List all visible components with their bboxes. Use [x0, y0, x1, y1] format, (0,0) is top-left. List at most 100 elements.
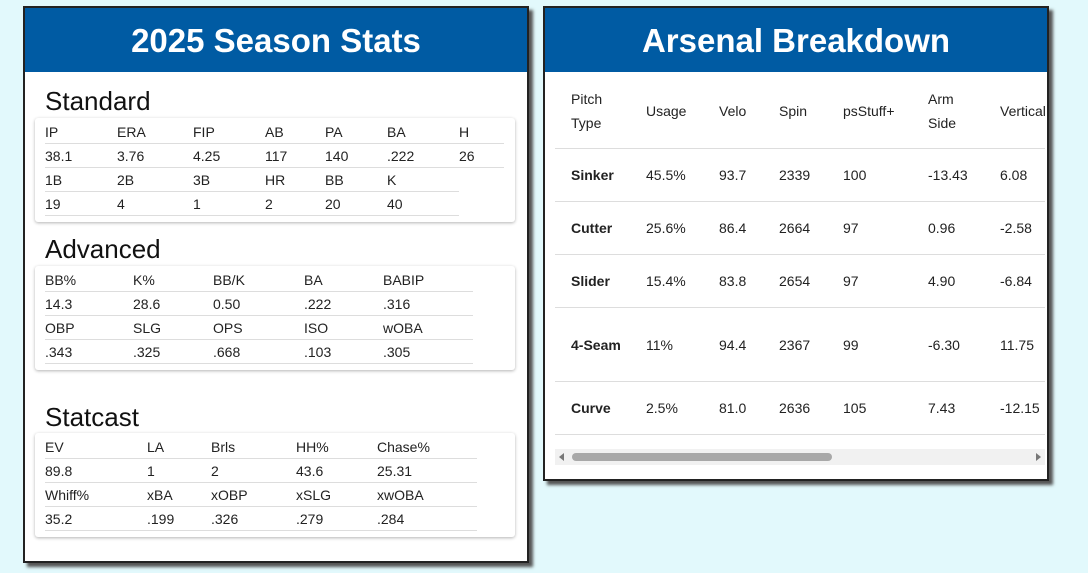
label-row: IP ERA FIP AB PA BA H [45, 120, 504, 144]
column-header: Velo [703, 74, 763, 149]
stat-value: 25.31 [377, 462, 413, 479]
stat-value: 4 [117, 195, 125, 212]
stat-value: 28.6 [133, 295, 161, 312]
stat-value: 43.6 [296, 462, 324, 479]
section-title: Statcast [45, 402, 139, 432]
stat-value: 2 [211, 462, 219, 479]
stat-label: K% [133, 271, 155, 288]
arsenal-table: Pitch Type Usage Velo Spin psStuff+ Arm Side V… [555, 74, 1045, 435]
value-row: 89.8 1 2 43.6 25.31 [45, 459, 477, 483]
stat-value: .316 [383, 295, 411, 312]
value-row: 35.2 .199 .326 .279 .284 [45, 507, 477, 531]
stat-label: xOBP [211, 486, 248, 503]
stat-label: BA [387, 123, 406, 140]
section-title: Advanced [45, 234, 161, 264]
stat-label: BB% [45, 271, 77, 288]
stat-value: 40 [387, 195, 403, 212]
stat-label: K [387, 171, 397, 188]
stat-value: .325 [133, 343, 161, 360]
stats-box: IP ERA FIP AB PA BA H 38.1 3.76 4.25 117 140.222 26 1… [35, 118, 515, 222]
stat-value: .284 [377, 510, 405, 527]
stats-box: EV LA Brls HH% Chase% 89.8 1 2 43.6 25.31 Whiff% xB… [35, 433, 515, 537]
column-header: Usage [630, 74, 703, 149]
stat-value: 117 [265, 147, 288, 164]
stat-label: EV [45, 438, 64, 455]
pitch-stat: 2654 [763, 254, 827, 308]
value-row: 14.3 28.6 0.50 .222 .316 [45, 292, 473, 316]
stat-label: Chase% [377, 438, 430, 455]
table-scroll: Pitch Type Usage Velo Spin psStuff+ Arm Side V… [555, 74, 1045, 449]
label-row: BB% K% BB/K BA BABIP [45, 268, 473, 292]
stats-box: BB% K% BB/K BA BABIP 14.3 28.6 0.50 .222 .316 OBP S… [35, 266, 515, 370]
column-header: Pitch Type [555, 74, 630, 149]
season-stats-panel: 2025 Season Stats Standard IP ERA FIP AB PA BA… [23, 6, 529, 563]
stat-label: AB [265, 123, 284, 140]
stat-value: 1 [147, 462, 155, 479]
stat-value: .305 [383, 343, 411, 360]
pitch-stat: 93.7 [703, 148, 763, 202]
stat-value: 14.3 [45, 295, 73, 312]
scroll-thumb[interactable] [572, 453, 832, 461]
stat-label: 3B [193, 171, 211, 188]
pitch-type: Cutter [555, 201, 630, 255]
value-row: .343 .325 .668 .103 .305 [45, 340, 473, 364]
stat-value: 19 [45, 195, 61, 212]
pitch-stat: 99 [827, 307, 912, 382]
panel-header: Arsenal Breakdown [545, 8, 1047, 72]
pitch-type: Sinker [555, 148, 630, 202]
stat-label: HR [265, 171, 286, 188]
pitch-stat: 97 [827, 201, 912, 255]
pitch-type: 4-Seam [555, 307, 630, 382]
stat-label: PA [325, 123, 343, 140]
stat-label: HH% [296, 438, 329, 455]
stat-label: xSLG [296, 486, 332, 503]
pitch-stat: 4.90 [912, 254, 984, 308]
pitch-stat: 105 [827, 381, 912, 435]
stat-value: 38.1 [45, 147, 73, 164]
stat-label: Brls [211, 438, 236, 455]
stat-label: ISO [304, 319, 329, 336]
label-row: 1B 2B 3B HR BB K [45, 168, 459, 192]
pitch-stat: 7.43 [912, 381, 984, 435]
pitch-stat: 45.5% [630, 148, 703, 202]
stat-label: Whiff% [45, 486, 90, 503]
pitch-row: Curve 2.5% 81.0 2636 105 7.43 -12.15 [555, 381, 1045, 435]
column-header: Vertical [984, 74, 1045, 149]
stat-value: 20 [325, 195, 341, 212]
pitch-stat: 94.4 [703, 307, 763, 382]
pitch-stat: 11.75 [984, 307, 1045, 382]
pitch-stat: -13.43 [912, 148, 984, 202]
pitch-stat: 81.0 [703, 381, 763, 435]
stat-label: SLG [133, 319, 162, 336]
pitch-stat: 6.08 [984, 148, 1045, 202]
stat-label: BB [325, 171, 344, 188]
arsenal-panel: Arsenal Breakdown Pitch Type Usage Velo Spi… [543, 6, 1049, 481]
pitch-stat: 2.5% [630, 381, 703, 435]
stat-label: H [459, 123, 470, 140]
column-header: Spin [763, 74, 827, 149]
stat-value: 35.2 [45, 510, 73, 527]
pitch-row: Slider 15.4% 83.8 2654 97 4.90 -6.84 [555, 254, 1045, 308]
pitch-stat: -6.30 [912, 307, 984, 382]
pitch-type: Slider [555, 254, 630, 308]
stat-value: 1 [193, 195, 201, 212]
stat-value: .222 [387, 147, 415, 164]
stat-value: 3.76 [117, 147, 145, 164]
stat-value: 89.8 [45, 462, 73, 479]
pitch-stat: -2.58 [984, 201, 1045, 255]
stat-label: IP [45, 123, 59, 140]
pitch-stat: 15.4% [630, 254, 703, 308]
scrollbar[interactable] [555, 449, 1045, 465]
column-header: Arm Side [912, 74, 984, 149]
pitch-stat: 100 [827, 148, 912, 202]
stat-label: BB/K [213, 271, 245, 288]
label-row: OBP SLG OPS ISO wOBA [45, 316, 473, 340]
pitch-stat: -6.84 [984, 254, 1045, 308]
pitch-stat: 2664 [763, 201, 827, 255]
stat-label: LA [147, 438, 165, 455]
stat-value: 26 [459, 147, 475, 164]
stat-value: .668 [213, 343, 241, 360]
pitch-stat: 97 [827, 254, 912, 308]
pitch-stat: 2339 [763, 148, 827, 202]
